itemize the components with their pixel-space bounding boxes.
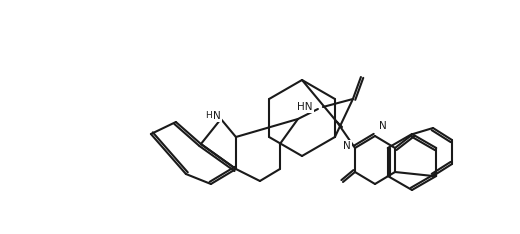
Text: N: N bbox=[343, 141, 351, 151]
Text: N: N bbox=[213, 111, 221, 121]
Text: H: H bbox=[205, 111, 212, 121]
Text: HN: HN bbox=[297, 102, 313, 112]
Text: N: N bbox=[379, 121, 387, 131]
